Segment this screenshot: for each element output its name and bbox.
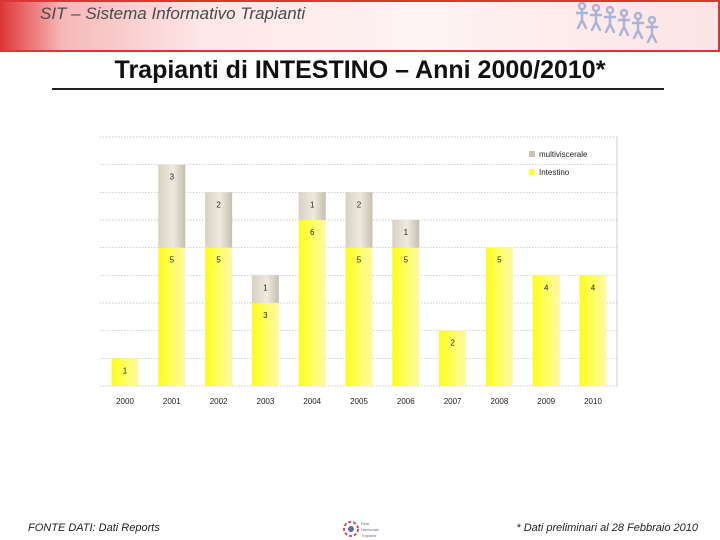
footer-source: FONTE DATI: Dati Reports xyxy=(28,522,160,534)
bar-intestino-2009 xyxy=(532,275,560,386)
bar-multiviscerale-2005 xyxy=(345,192,373,248)
data-label-intestino-2001: 5 xyxy=(170,256,175,265)
bar-intestino-2002 xyxy=(205,247,233,386)
bar-multiviscerale-2002 xyxy=(205,192,233,248)
x-tick-label-2009: 2009 xyxy=(537,397,555,406)
data-label-multiviscerale-2001: 3 xyxy=(170,173,175,182)
data-label-intestino-2006: 5 xyxy=(404,256,409,265)
data-label-intestino-2002: 5 xyxy=(216,256,221,265)
legend-label-multiviscerale: multiviscerale xyxy=(539,150,588,159)
bar-multiviscerale-2003 xyxy=(251,275,279,303)
x-tick-label-2005: 2005 xyxy=(350,397,368,406)
x-tick-label-2010: 2010 xyxy=(584,397,602,406)
bar-multiviscerale-2001 xyxy=(158,164,186,248)
bar-intestino-2000 xyxy=(111,358,139,386)
bar-intestino-2003 xyxy=(251,303,279,386)
data-label-multiviscerale-2006: 1 xyxy=(404,228,409,237)
people-chain-logo xyxy=(575,1,659,44)
data-label-multiviscerale-2004: 1 xyxy=(310,200,315,209)
legend-label-intestino: Intestino xyxy=(539,168,570,177)
data-label-intestino-2010: 4 xyxy=(591,283,596,292)
data-label-multiviscerale-2005: 2 xyxy=(357,200,362,209)
data-label-multiviscerale-2002: 2 xyxy=(216,200,221,209)
bar-multiviscerale-2006 xyxy=(392,220,420,248)
legend-swatch-multiviscerale xyxy=(529,151,535,157)
footer-note: * Dati preliminari al 28 Febbraio 2010 xyxy=(516,522,698,534)
bar-intestino-2006 xyxy=(392,247,420,386)
x-tick-label-2003: 2003 xyxy=(257,397,275,406)
data-label-intestino-2003: 3 xyxy=(263,311,268,320)
bar-intestino-2001 xyxy=(158,247,186,386)
x-tick-label-2001: 2001 xyxy=(163,397,181,406)
x-tick-label-2000: 2000 xyxy=(116,397,134,406)
bar-intestino-2008 xyxy=(485,247,513,386)
data-label-intestino-2009: 4 xyxy=(544,283,549,292)
data-label-intestino-2007: 2 xyxy=(450,339,455,348)
slide-title: Trapianti di INTESTINO – Anni 2000/2010* xyxy=(114,56,606,84)
bar-intestino-2007 xyxy=(439,330,467,386)
title-underline xyxy=(52,88,664,90)
bar-intestino-2005 xyxy=(345,247,373,386)
data-label-multiviscerale-2003: 1 xyxy=(263,283,268,292)
x-tick-label-2004: 2004 xyxy=(303,397,321,406)
x-tick-label-2006: 2006 xyxy=(397,397,415,406)
header-title: SIT – Sistema Informativo Trapianti xyxy=(40,4,306,23)
logo-text-line-1: Rete xyxy=(361,521,370,526)
rete-trapianti-logo: Rete Nazionale Trapianti xyxy=(343,521,380,538)
logo-text-line-3: Trapianti xyxy=(361,533,377,538)
bar-intestino-2010 xyxy=(579,275,607,386)
data-label-intestino-2008: 5 xyxy=(497,256,502,265)
bar-intestino-2004 xyxy=(298,220,326,386)
data-label-intestino-2000: 1 xyxy=(123,366,128,375)
data-label-intestino-2005: 5 xyxy=(357,256,362,265)
logo-text-line-2: Nazionale xyxy=(361,527,380,532)
legend-swatch-intestino xyxy=(529,169,535,175)
x-tick-label-2007: 2007 xyxy=(444,397,462,406)
bar-multiviscerale-2004 xyxy=(298,192,326,220)
x-tick-label-2008: 2008 xyxy=(491,397,509,406)
x-tick-label-2002: 2002 xyxy=(210,397,228,406)
data-label-intestino-2004: 6 xyxy=(310,228,315,237)
